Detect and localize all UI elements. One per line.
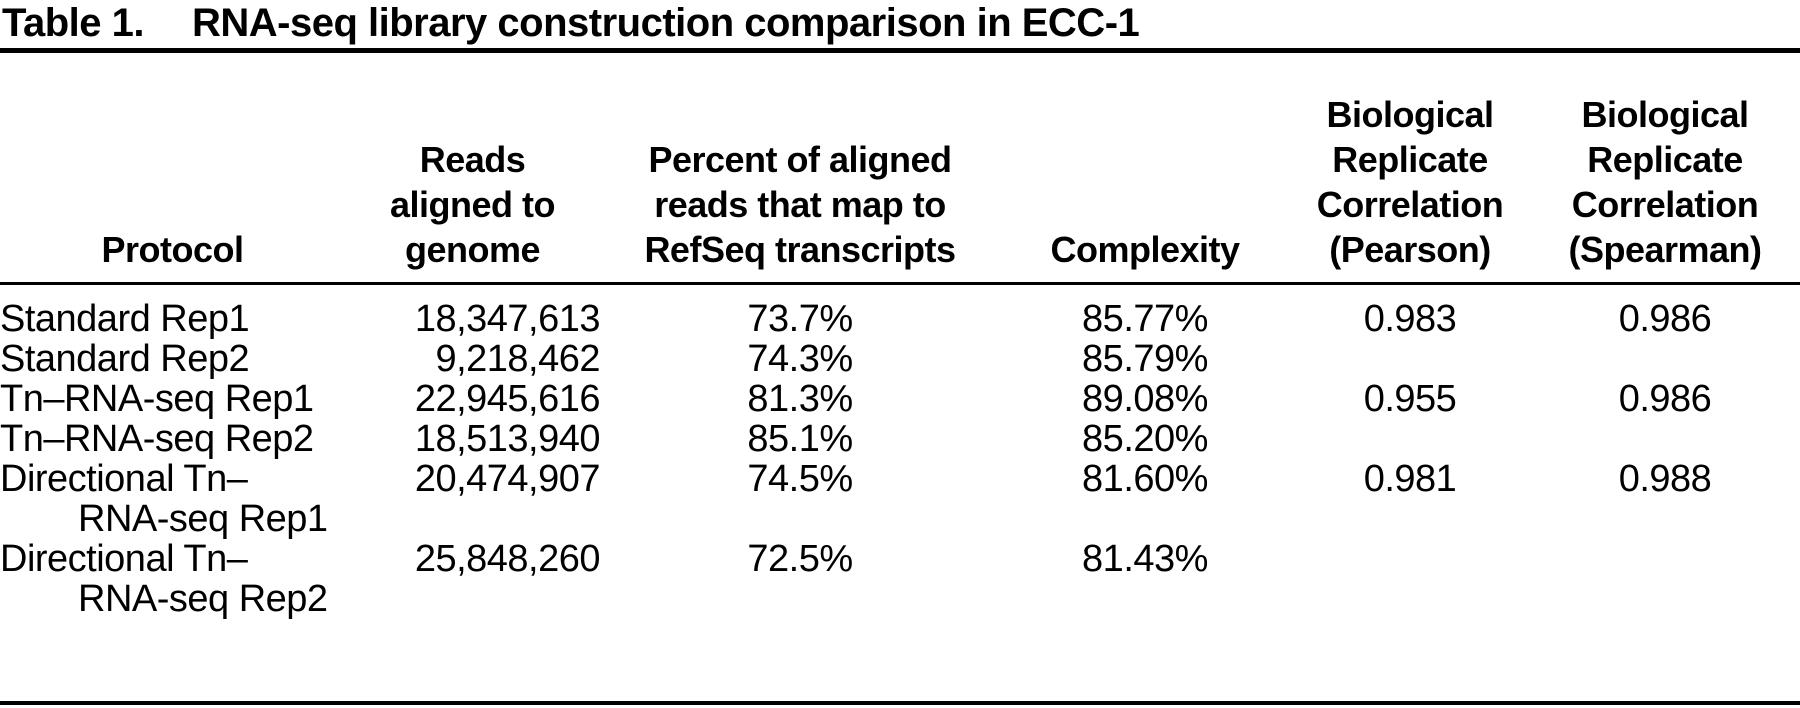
cell-protocol: Tn–RNA-seq Rep2: [0, 419, 345, 459]
header-line: Correlation: [1316, 183, 1504, 225]
header-line: aligned to: [390, 183, 556, 225]
cell-pearson: [1290, 539, 1530, 619]
table-row: Directional Tn– RNA-seq Rep1 20,474,907 …: [0, 459, 1800, 539]
table-row: Tn–RNA-seq Rep1 22,945,616 81.3% 89.08% …: [0, 379, 1800, 419]
top-rule: [0, 48, 1800, 53]
protocol-line: Tn–RNA-seq Rep1: [0, 377, 314, 420]
table-caption: Table 1. RNA-seq library construction co…: [0, 0, 1800, 48]
cell-complexity: 81.43%: [1082, 537, 1208, 580]
cell-percent-refseq: 81.3%: [747, 377, 853, 420]
protocol-line: Directional Tn–: [0, 457, 248, 500]
column-header-complexity: Complexity: [1000, 53, 1290, 285]
header-line: RefSeq transcripts: [644, 228, 956, 270]
cell-protocol: Directional Tn– RNA-seq Rep2: [0, 539, 345, 619]
cell-pearson: [1290, 419, 1530, 459]
cell-percent-refseq: 73.7%: [747, 297, 853, 340]
data-table: Protocol Reads aligned to genome Percent…: [0, 53, 1800, 619]
header-line: Correlation: [1571, 183, 1759, 225]
table-title: RNA-seq library construction comparison …: [191, 1, 1140, 45]
header-line: Replicate: [1587, 138, 1743, 180]
cell-reads-aligned: 22,945,616: [414, 377, 601, 420]
cell-percent-refseq: 72.5%: [747, 537, 853, 580]
protocol-line: RNA-seq Rep2: [78, 577, 328, 620]
cell-pearson: 0.983: [1363, 297, 1457, 340]
header-line: Biological: [1326, 93, 1494, 135]
column-header-protocol: Protocol: [0, 53, 345, 285]
header-line: (Pearson): [1329, 228, 1491, 270]
cell-percent-refseq: 74.3%: [747, 337, 853, 380]
cell-protocol: Standard Rep2: [0, 339, 345, 379]
cell-complexity: 85.79%: [1082, 337, 1208, 380]
cell-reads-aligned: 18,347,613: [414, 297, 601, 340]
header-line: Replicate: [1332, 138, 1488, 180]
table-header: Protocol Reads aligned to genome Percent…: [0, 53, 1800, 285]
table-row: Standard Rep1 18,347,613 73.7% 85.77% 0.…: [0, 283, 1800, 339]
cell-pearson: [1290, 339, 1530, 379]
cell-spearman: [1530, 539, 1800, 619]
cell-complexity: 85.77%: [1082, 297, 1208, 340]
cell-spearman: 0.986: [1618, 377, 1712, 420]
protocol-line: Tn–RNA-seq Rep2: [0, 417, 314, 460]
cell-protocol: Standard Rep1: [0, 283, 345, 339]
cell-pearson: 0.981: [1363, 457, 1457, 500]
protocol-line: Standard Rep2: [0, 337, 250, 380]
bottom-rule: [0, 701, 1800, 705]
header-line: Protocol: [101, 228, 244, 270]
table-row: Directional Tn– RNA-seq Rep2 25,848,260 …: [0, 539, 1800, 619]
cell-reads-aligned: 18,513,940: [414, 417, 601, 460]
cell-reads-aligned: 9,218,462: [435, 337, 600, 380]
table-body: Standard Rep1 18,347,613 73.7% 85.77% 0.…: [0, 283, 1800, 619]
cell-protocol: Directional Tn– RNA-seq Rep1: [0, 459, 345, 539]
protocol-line: Standard Rep1: [0, 297, 250, 340]
cell-spearman: [1530, 339, 1800, 379]
cell-spearman: 0.986: [1618, 297, 1712, 340]
cell-complexity: 85.20%: [1082, 417, 1208, 460]
cell-protocol: Tn–RNA-seq Rep1: [0, 379, 345, 419]
header-line: Percent of aligned: [648, 138, 952, 180]
cell-reads-aligned: 20,474,907: [414, 457, 601, 500]
cell-complexity: 89.08%: [1082, 377, 1208, 420]
cell-pearson: 0.955: [1363, 377, 1457, 420]
table-number-label: Table 1.: [2, 1, 144, 45]
cell-complexity: 81.60%: [1082, 457, 1208, 500]
protocol-line: Directional Tn–: [0, 537, 248, 580]
column-header-spearman: Biological Replicate Correlation (Spearm…: [1530, 53, 1800, 285]
header-line: Biological: [1581, 93, 1749, 135]
table-row: Standard Rep2 9,218,462 74.3% 85.79%: [0, 339, 1800, 379]
protocol-line: RNA-seq Rep1: [78, 497, 328, 540]
table-row: Tn–RNA-seq Rep2 18,513,940 85.1% 85.20%: [0, 419, 1800, 459]
column-header-pearson: Biological Replicate Correlation (Pearso…: [1290, 53, 1530, 285]
column-header-reads-aligned: Reads aligned to genome: [345, 53, 600, 285]
column-header-percent-refseq: Percent of aligned reads that map to Ref…: [600, 53, 1000, 285]
header-line: genome: [404, 228, 541, 270]
cell-spearman: [1530, 419, 1800, 459]
cell-percent-refseq: 74.5%: [747, 457, 853, 500]
cell-percent-refseq: 85.1%: [747, 417, 853, 460]
header-line: reads that map to: [654, 183, 946, 225]
header-line: Complexity: [1050, 228, 1240, 270]
header-line: (Spearman): [1568, 228, 1762, 270]
cell-reads-aligned: 25,848,260: [414, 537, 601, 580]
cell-spearman: 0.988: [1618, 457, 1712, 500]
header-line: Reads: [419, 138, 526, 180]
